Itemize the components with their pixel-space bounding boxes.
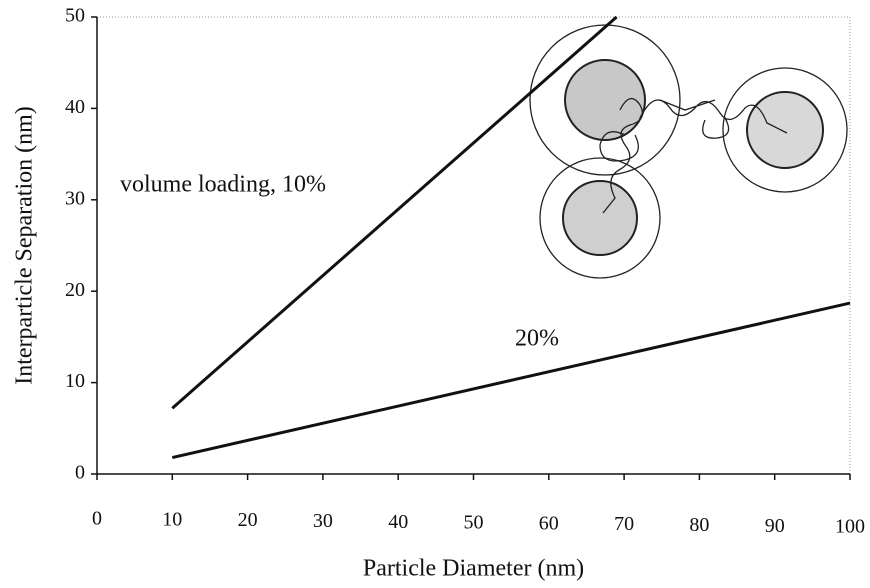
particle-shell [539, 157, 661, 279]
particle-core [746, 91, 824, 169]
y-tick-label: 0 [75, 462, 85, 484]
particle-shell [722, 67, 848, 193]
particle-core [564, 59, 646, 141]
x-tick-label: 0 [92, 508, 102, 530]
series-label: volume loading, 10% [120, 172, 326, 198]
x-tick-label: 60 [539, 512, 559, 534]
y-tick-label: 30 [65, 187, 85, 209]
y-axis-label: Interparticle Separation (nm) [12, 106, 38, 385]
x-tick-label: 20 [238, 509, 258, 531]
y-tick-label: 10 [65, 370, 85, 392]
polymer-chains [599, 98, 788, 214]
y-tick-label: 50 [65, 5, 85, 27]
series-label: 20% [515, 326, 559, 352]
y-tick-label: 20 [65, 279, 85, 301]
series-line [171, 15, 618, 410]
x-tick-label: 40 [388, 511, 408, 533]
x-tick-label: 30 [313, 510, 333, 532]
x-axis-label: Particle Diameter (nm) [363, 556, 584, 582]
x-tick-label: 10 [162, 508, 182, 530]
x-tick-label: 50 [464, 512, 484, 534]
particle-core [562, 180, 638, 256]
x-tick-label: 100 [835, 516, 865, 538]
series-line [171, 301, 851, 460]
x-tick-label: 90 [765, 515, 785, 537]
x-tick-label: 70 [614, 513, 634, 535]
particle-shell [529, 24, 681, 176]
y-tick-label: 40 [65, 96, 85, 118]
illustration [529, 24, 848, 279]
x-tick-label: 80 [689, 514, 709, 536]
